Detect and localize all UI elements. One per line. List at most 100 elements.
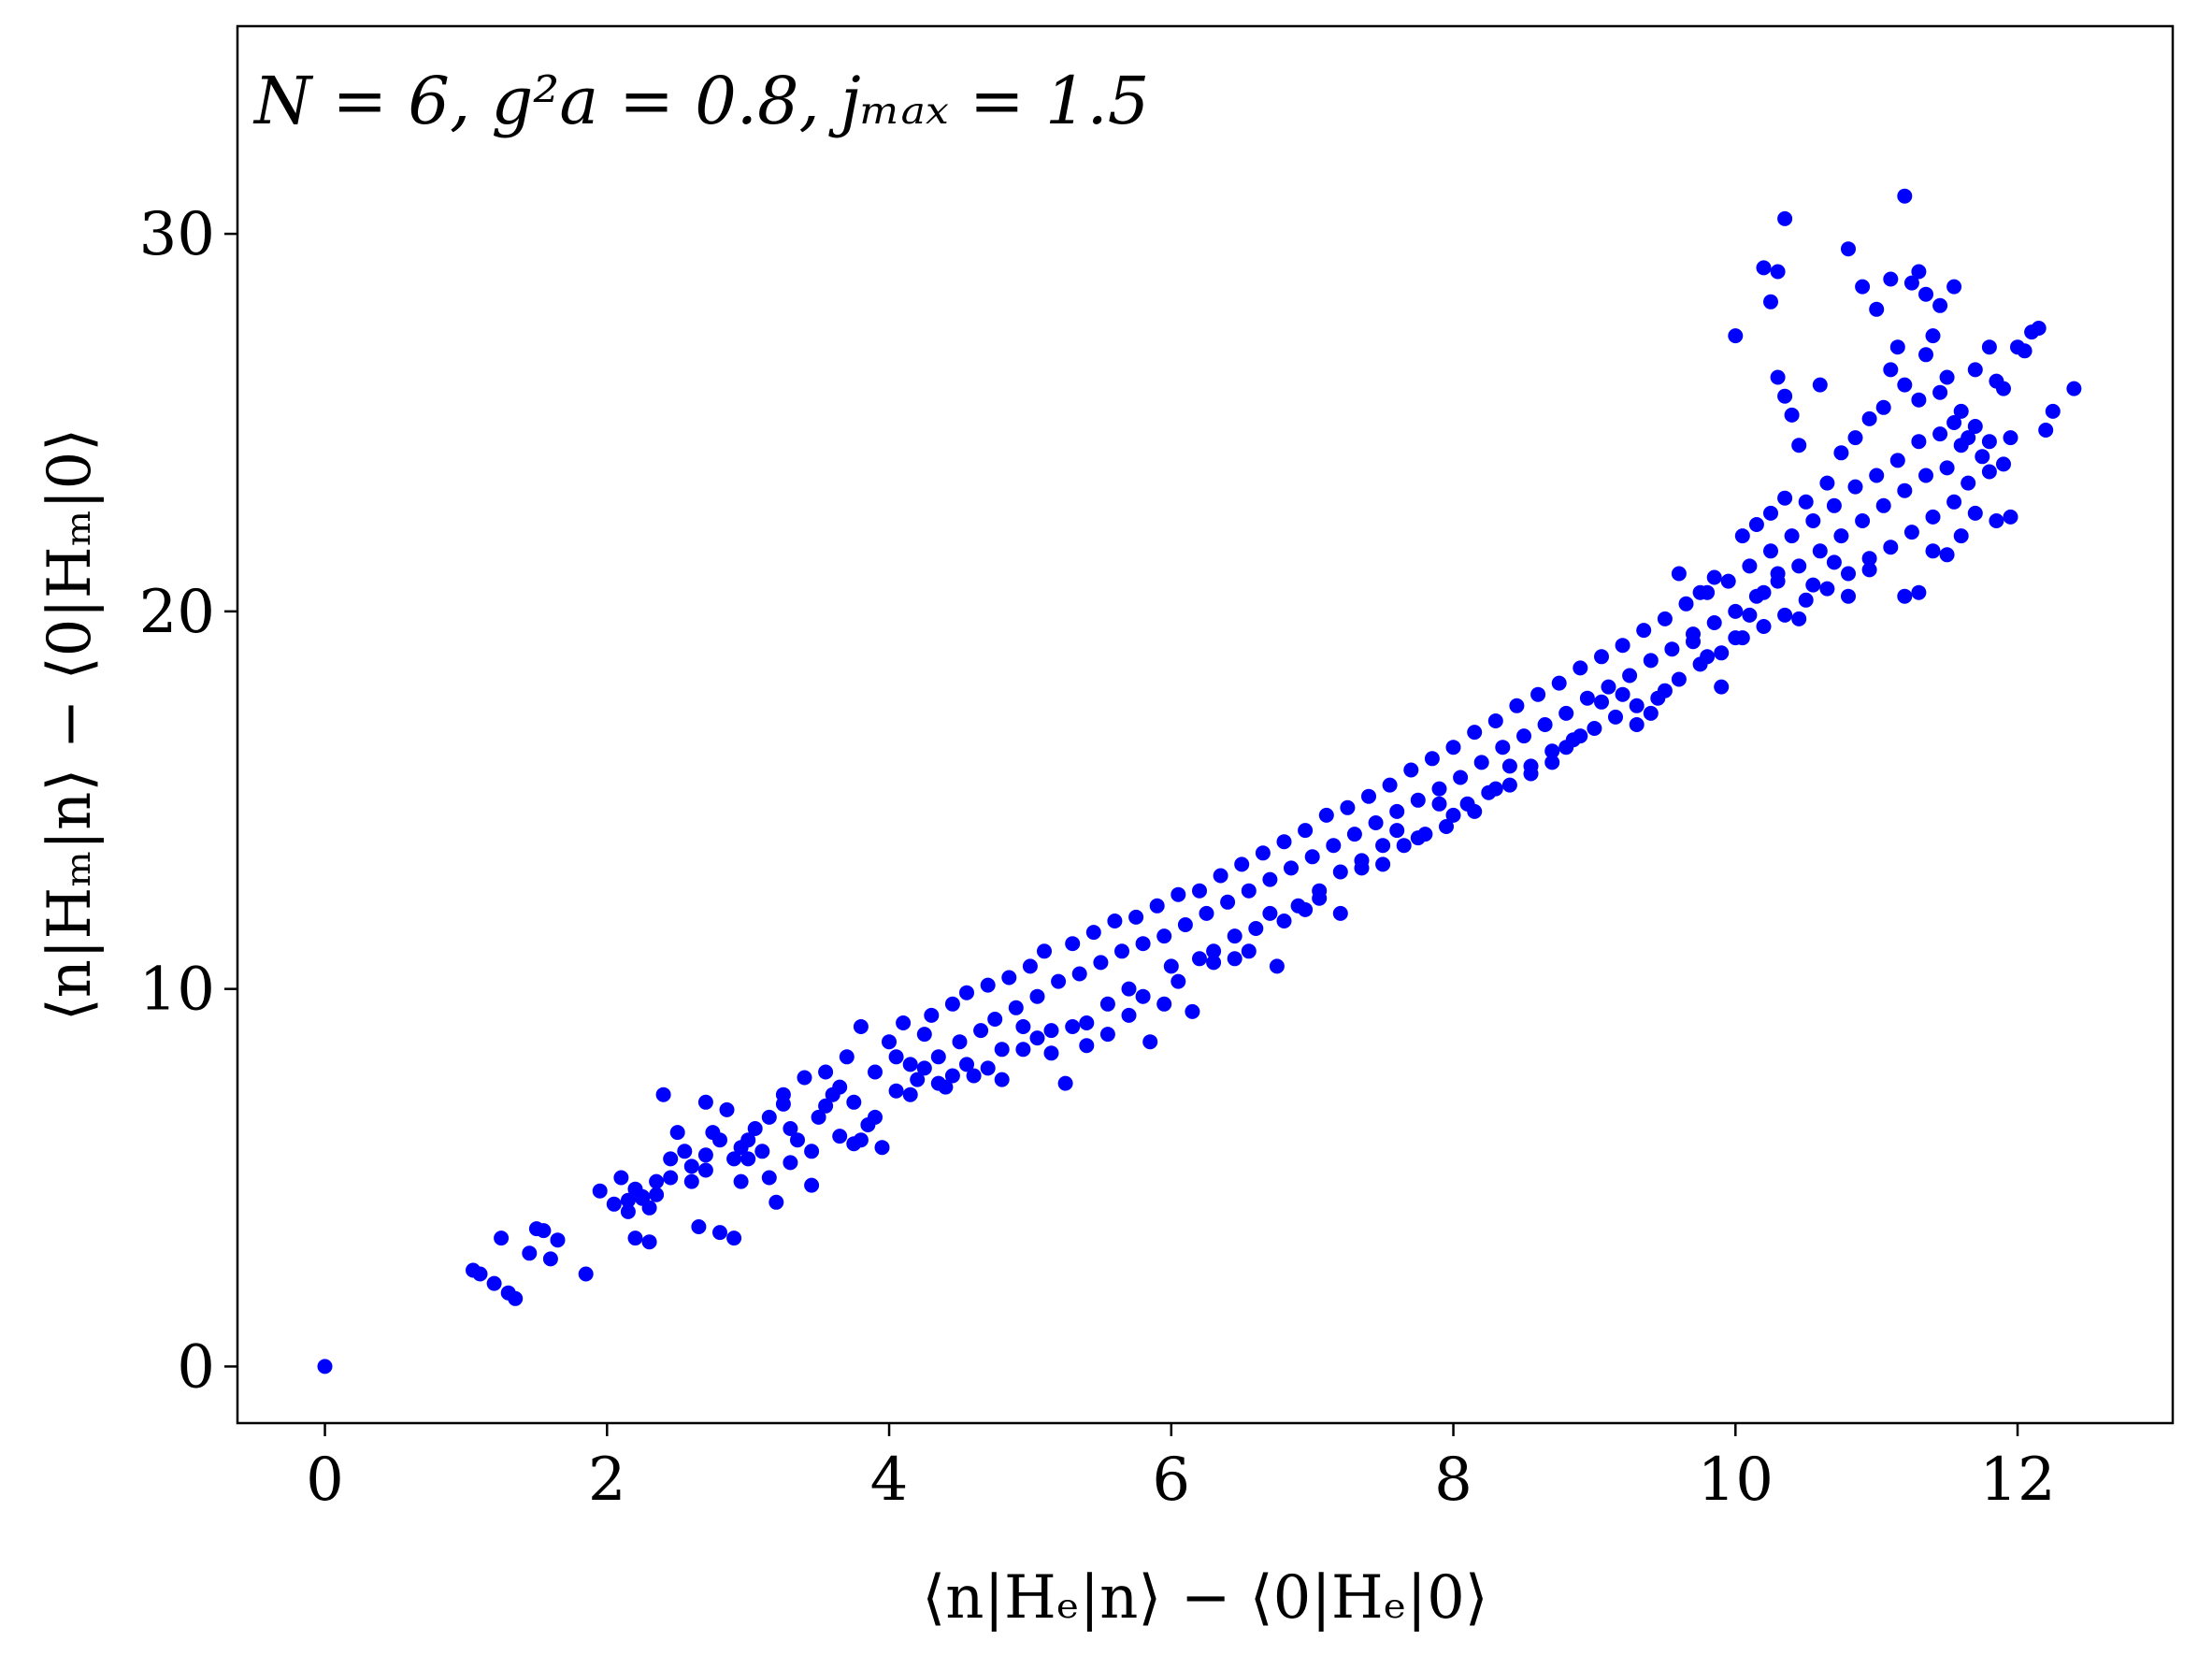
scatter-point [1544, 755, 1560, 770]
scatter-point [1135, 988, 1151, 1004]
scatter-point [1410, 830, 1426, 846]
scatter-point [733, 1140, 749, 1156]
scatter-point [1248, 921, 1264, 936]
scatter-point [1206, 943, 1222, 959]
scatter-point [1573, 660, 1588, 676]
scatter-point [2031, 321, 2047, 336]
scatter-point [2003, 509, 2018, 525]
scatter-point [1714, 679, 1730, 695]
scatter-point [1121, 981, 1137, 997]
scatter-point [1875, 497, 1891, 513]
scatter-point [508, 1290, 524, 1306]
scatter-point [868, 1064, 883, 1080]
scatter-point [1079, 1038, 1095, 1054]
scatter-point [818, 1098, 834, 1114]
scatter-point [1925, 543, 1941, 559]
scatter-point [832, 1079, 848, 1095]
scatter-point [1798, 592, 1814, 608]
scatter-point [1939, 547, 1955, 563]
scatter-point [1220, 894, 1236, 910]
y-axis-ticks: 0 10 20 30 [139, 200, 237, 1402]
plot-frame [236, 24, 2175, 1425]
scatter-point [1742, 558, 1758, 574]
scatter-point [1770, 264, 1786, 280]
scatter-point [882, 1034, 897, 1050]
scatter-point [1939, 460, 1955, 476]
scatter-point [1791, 611, 1807, 626]
scatter-point [1728, 603, 1744, 619]
scatter-point [1798, 494, 1814, 510]
scatter-point [663, 1151, 679, 1167]
scatter-point [804, 1177, 820, 1193]
scatter-point [1107, 914, 1123, 928]
scatter-point [677, 1144, 693, 1159]
scatter-point [959, 1057, 974, 1072]
scatter-point [1037, 943, 1052, 959]
scatter-point [1501, 758, 1517, 774]
scatter-point [924, 1007, 940, 1023]
scatter-point [994, 1072, 1010, 1087]
scatter-point [1897, 377, 1913, 393]
scatter-point [641, 1200, 657, 1216]
scatter-point [1453, 770, 1469, 785]
scatter-point [1241, 943, 1257, 959]
x-tick-label: 10 [1698, 1446, 1774, 1515]
scatter-point [1262, 905, 1278, 921]
scatter-point [683, 1158, 699, 1174]
scatter-point [1946, 415, 1962, 430]
scatter-point [1276, 834, 1292, 850]
scatter-point [1967, 419, 1983, 434]
scatter-point [1883, 362, 1899, 378]
scatter-point [1346, 827, 1362, 842]
scatter-point [1262, 871, 1278, 887]
scatter-point [1495, 740, 1511, 756]
scatter-point [966, 1068, 982, 1084]
scatter-point [888, 1083, 904, 1099]
scatter-point [930, 1049, 946, 1065]
scatter-point [1742, 607, 1758, 623]
scatter-point [1763, 543, 1778, 559]
scatter-point [1467, 725, 1483, 741]
scatter-point [846, 1094, 862, 1110]
scatter-point [1925, 509, 1941, 525]
scatter-point [697, 1094, 713, 1110]
y-tick-label: 20 [139, 578, 215, 647]
scatter-point [874, 1140, 890, 1156]
scatter-point [1819, 581, 1835, 597]
scatter-point [733, 1173, 749, 1189]
scatter-point [740, 1151, 756, 1167]
scatter-point [1156, 928, 1172, 944]
scatter-point [1869, 468, 1885, 483]
scatter-point [1071, 966, 1087, 982]
scatter-point [1861, 410, 1877, 426]
scatter-point [1516, 728, 1531, 744]
scatter-point [1664, 641, 1680, 657]
scatter-point [2017, 343, 2032, 359]
scatter-point [1142, 1034, 1158, 1050]
scatter-point [1439, 819, 1454, 834]
scatter-point [1841, 566, 1856, 582]
scatter-point [1015, 1042, 1031, 1058]
scatter-point [1312, 890, 1328, 906]
scatter-point [1833, 528, 1849, 544]
scatter-point [1911, 392, 1927, 408]
scatter-point [1375, 838, 1391, 854]
scatter-point [1953, 403, 1969, 419]
scatter-point [663, 1170, 679, 1186]
scatter-point [2003, 430, 2018, 446]
scatter-point [1833, 445, 1849, 461]
scatter-point [1643, 705, 1659, 721]
scatter-point [1903, 525, 1919, 540]
scatter-point [1855, 279, 1871, 295]
scatter-point [317, 1359, 333, 1374]
scatter-point [1784, 528, 1800, 544]
scatter-point [1784, 407, 1800, 423]
scatter-point [1501, 777, 1517, 793]
scatter-point [930, 1075, 946, 1091]
scatter-point [726, 1230, 742, 1246]
y-axis-label: ⟨n|Hₘ|n⟩ − ⟨0|Hₘ|0⟩ [36, 428, 105, 1021]
scatter-point [1981, 339, 1997, 355]
scatter-point [1706, 615, 1722, 630]
scatter-point [1889, 339, 1905, 355]
scatter-point [697, 1162, 713, 1178]
